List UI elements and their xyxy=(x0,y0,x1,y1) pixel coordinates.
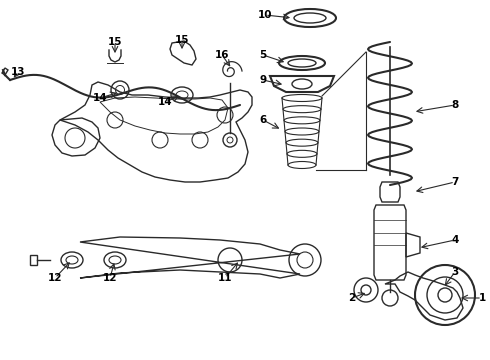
Text: 6: 6 xyxy=(259,115,267,125)
Text: 7: 7 xyxy=(451,177,459,187)
Text: 3: 3 xyxy=(451,267,459,277)
Text: 13: 13 xyxy=(11,67,25,77)
Text: 12: 12 xyxy=(48,273,62,283)
Text: 4: 4 xyxy=(451,235,459,245)
Text: 11: 11 xyxy=(218,273,232,283)
Text: 15: 15 xyxy=(108,37,122,47)
Text: 5: 5 xyxy=(259,50,267,60)
Text: 8: 8 xyxy=(451,100,459,110)
Text: 12: 12 xyxy=(103,273,117,283)
Text: 9: 9 xyxy=(259,75,267,85)
Text: 1: 1 xyxy=(478,293,486,303)
Text: 14: 14 xyxy=(93,93,107,103)
Text: 2: 2 xyxy=(348,293,356,303)
Text: 16: 16 xyxy=(215,50,229,60)
Text: 14: 14 xyxy=(158,97,172,107)
Text: 15: 15 xyxy=(175,35,189,45)
Text: 10: 10 xyxy=(258,10,272,20)
